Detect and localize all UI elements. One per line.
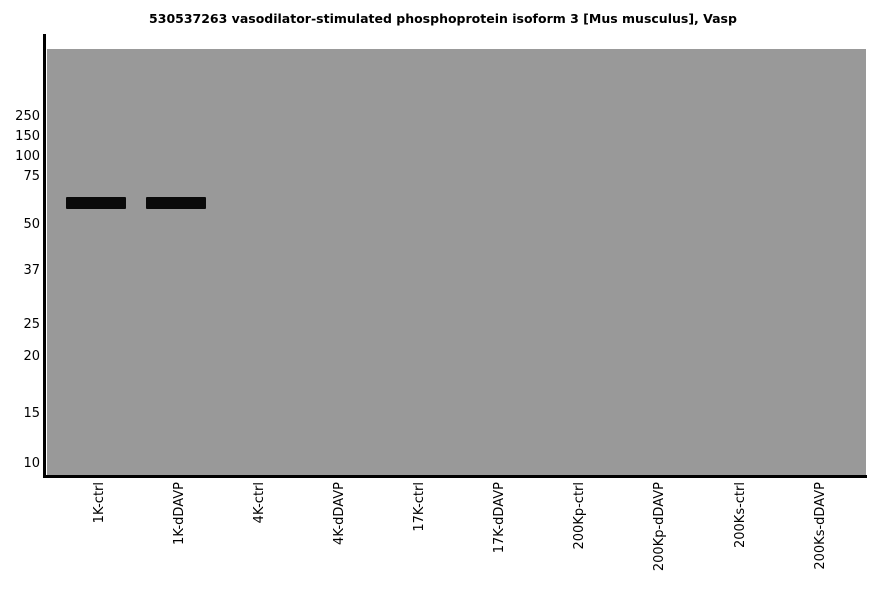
marker-label-250kda: 250 bbox=[15, 109, 40, 124]
x-axis-spine bbox=[43, 475, 867, 478]
marker-label-75kda: 75 bbox=[23, 169, 40, 184]
gel-background bbox=[47, 49, 866, 475]
lane-label-4k-ddavp: 4K-dDAVP bbox=[332, 482, 347, 545]
lane-label-200ks-ctrl: 200Ks-ctrl bbox=[733, 482, 748, 549]
lane-label-4k-ctrl: 4K-ctrl bbox=[252, 482, 267, 524]
marker-label-25kda: 25 bbox=[23, 317, 40, 332]
y-axis-spine bbox=[43, 34, 46, 478]
marker-label-100kda: 100 bbox=[15, 149, 40, 164]
lane-label-17k-ctrl: 17K-ctrl bbox=[412, 482, 427, 532]
chart-title: 530537263 vasodilator-stimulated phospho… bbox=[149, 11, 737, 26]
lane-label-17k-ddavp: 17K-dDAVP bbox=[492, 482, 507, 554]
lane-label-1k-ddavp: 1K-dDAVP bbox=[172, 482, 187, 545]
protein-band-1k-ctrl bbox=[66, 197, 126, 209]
marker-label-20kda: 20 bbox=[23, 349, 40, 364]
marker-label-50kda: 50 bbox=[23, 217, 40, 232]
lane-label-1k-ctrl: 1K-ctrl bbox=[92, 482, 107, 524]
marker-label-150kda: 150 bbox=[15, 129, 40, 144]
marker-label-15kda: 15 bbox=[23, 406, 40, 421]
marker-label-37kda: 37 bbox=[23, 263, 40, 278]
lane-label-200ks-ddavp: 200Ks-dDAVP bbox=[813, 482, 828, 570]
marker-label-10kda: 10 bbox=[23, 456, 40, 471]
lane-label-200kp-ctrl: 200Kp-ctrl bbox=[572, 482, 587, 550]
protein-band-1k-ddavp bbox=[146, 197, 206, 209]
lane-label-200kp-ddavp: 200Kp-dDAVP bbox=[652, 482, 667, 572]
